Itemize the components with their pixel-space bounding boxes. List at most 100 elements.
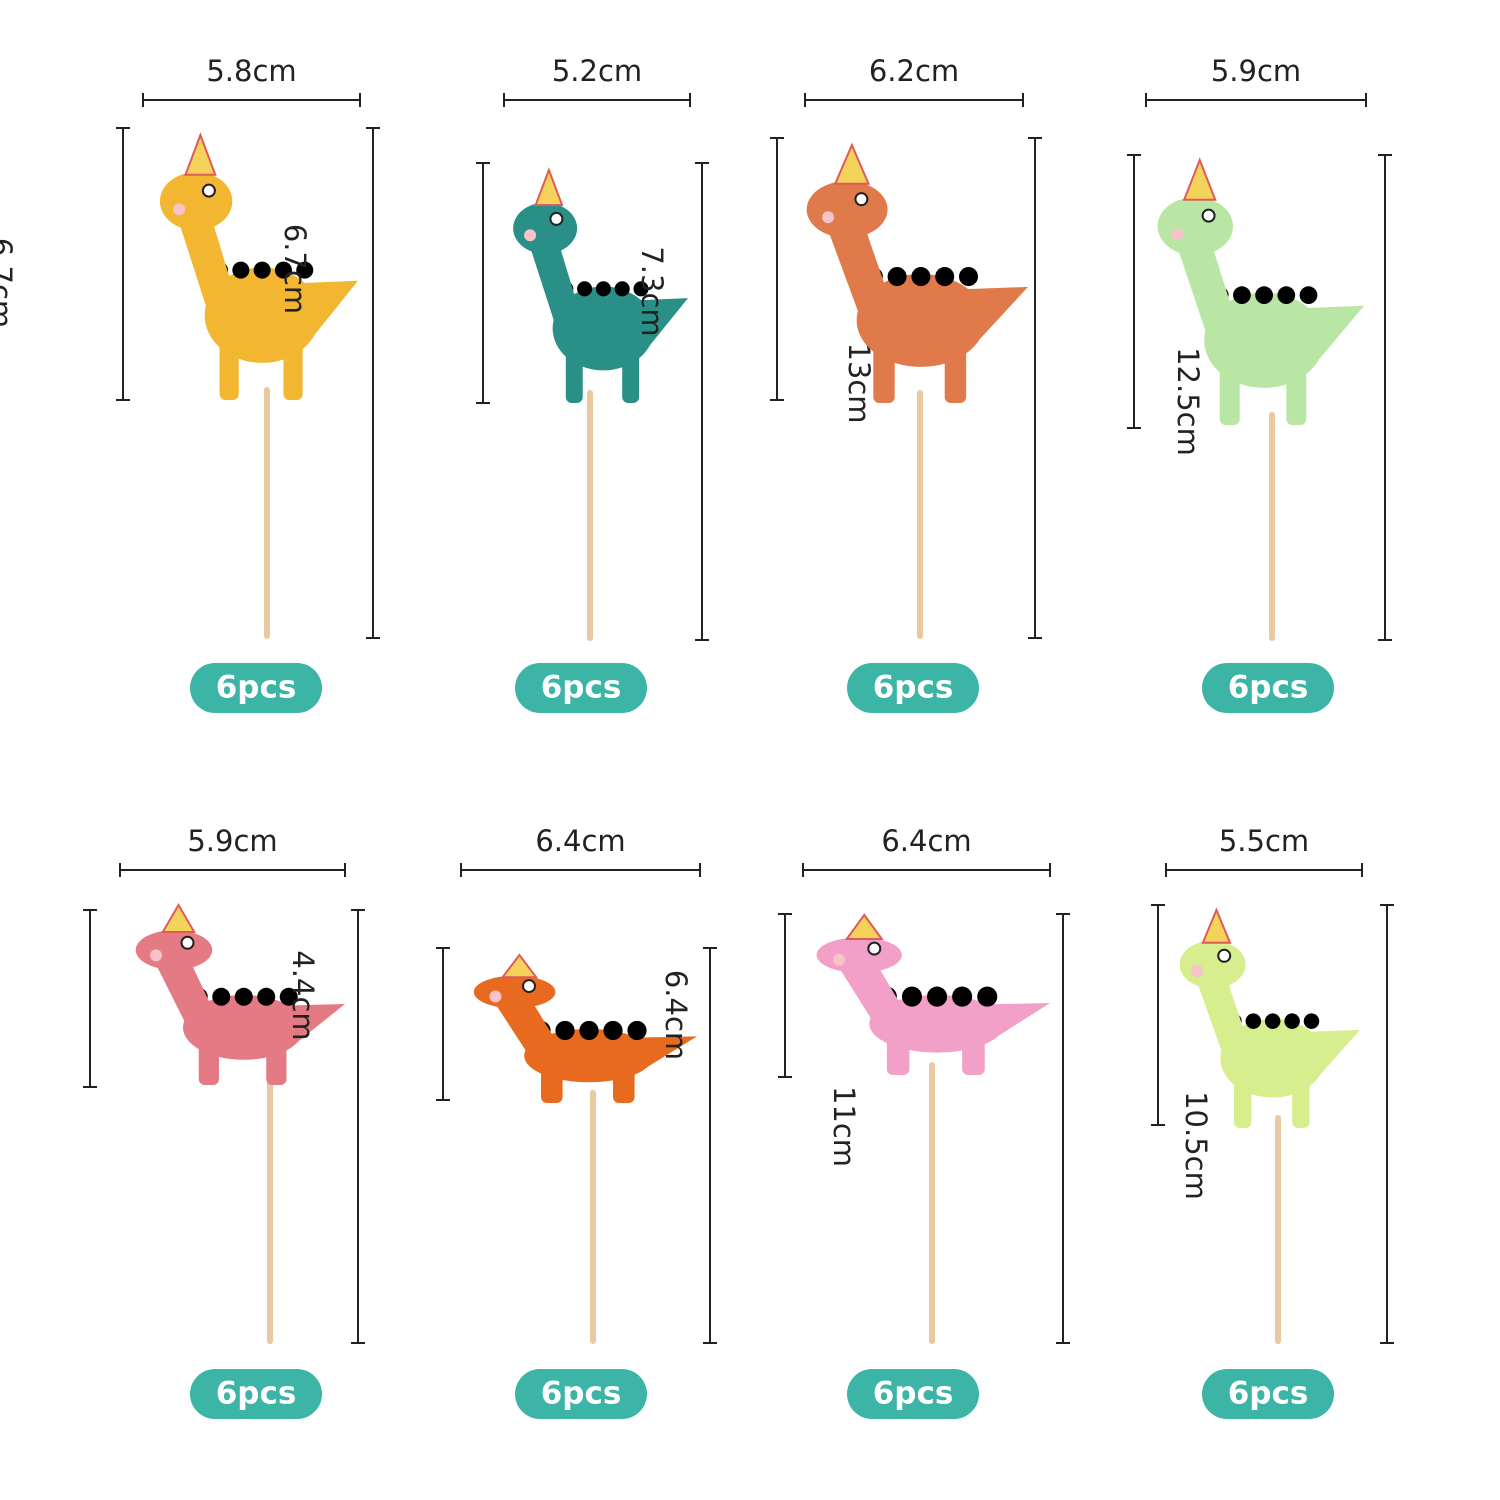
dino-spike: [603, 1020, 623, 1041]
dinosaur-topper: [1157, 157, 1364, 641]
dinosaur-topper: [473, 953, 697, 1344]
dino-eye: [1201, 208, 1216, 223]
dino-spike: [253, 261, 271, 279]
head-height-label: 4.4cm: [286, 950, 320, 1040]
width-label: 5.5cm: [1219, 824, 1309, 858]
count-badge: [190, 1369, 322, 1419]
count-label: 6pcs: [541, 1376, 622, 1412]
dino-eye: [854, 192, 869, 207]
count-badge: [847, 1369, 979, 1419]
head-height-label: 6.7cm: [0, 238, 18, 328]
dino-leg: [1292, 1069, 1310, 1128]
count-label: 6pcs: [216, 1376, 297, 1412]
dino-spike: [935, 267, 955, 287]
dinosaur-topper: [816, 913, 1050, 1344]
width-label: 5.8cm: [206, 54, 296, 88]
count-badge: [515, 1369, 647, 1419]
count-badge: [847, 663, 979, 713]
dino-neck: [526, 235, 585, 329]
count-label: 6pcs: [1228, 1376, 1309, 1412]
dino-neck: [490, 996, 565, 1056]
dinosaur-topper: [806, 142, 1028, 639]
dino-eye: [201, 183, 216, 198]
width-label: 5.9cm: [1211, 54, 1301, 88]
dino-head: [816, 937, 902, 973]
dino-spike: [577, 281, 593, 297]
dino-leg: [1286, 353, 1307, 425]
party-hat: [161, 903, 196, 933]
dino-head: [473, 975, 556, 1009]
dino-cheek: [1191, 965, 1204, 978]
party-hat: [534, 167, 564, 206]
head-height-label: 6.4cm: [659, 970, 693, 1060]
dino-spike: [234, 987, 253, 1006]
dino-head: [513, 202, 578, 254]
dinosaur-topper: [159, 132, 358, 639]
dino-spike: [1284, 1013, 1300, 1029]
dino-spike: [927, 986, 948, 1007]
dino-spike: [614, 281, 630, 297]
dino-spike: [633, 281, 649, 297]
dino-leg: [962, 1031, 985, 1075]
dino-spike: [555, 1020, 575, 1041]
party-hat: [1182, 157, 1217, 201]
dino-head: [135, 930, 213, 970]
dino-cheek: [489, 990, 502, 1003]
total-height-label: 11cm: [827, 1086, 861, 1167]
dino-spike: [1299, 286, 1318, 305]
dino-spike: [212, 987, 231, 1006]
count-label: 6pcs: [873, 1376, 954, 1412]
count-badge: [1202, 663, 1334, 713]
count-label: 6pcs: [541, 670, 622, 706]
total-height-label: 10.5cm: [1179, 1091, 1213, 1200]
dino-spike: [257, 987, 276, 1006]
dino-spike: [595, 281, 611, 297]
dino-cheek: [524, 229, 537, 242]
count-label: 6pcs: [216, 670, 297, 706]
dino-leg: [198, 1036, 219, 1085]
dino-spike: [1303, 1013, 1320, 1029]
dino-spike: [232, 261, 250, 279]
dino-spike: [887, 267, 907, 287]
dino-leg: [565, 340, 583, 403]
dino-head: [1179, 940, 1246, 989]
count-badge: [1202, 1369, 1334, 1419]
party-hat: [833, 142, 871, 185]
width-label: 6.4cm: [881, 824, 971, 858]
dino-neck: [823, 217, 898, 321]
head-height-label: 7.3cm: [635, 246, 669, 336]
count-badge: [190, 663, 322, 713]
dino-leg: [541, 1063, 563, 1103]
dino-spike: [958, 267, 979, 287]
dino-neck: [834, 959, 912, 1024]
dino-neck: [1193, 971, 1254, 1059]
party-hat: [184, 132, 217, 176]
dino-spike: [279, 987, 298, 1006]
dinosaur-topper: [513, 167, 688, 641]
count-label: 6pcs: [1228, 670, 1309, 706]
dino-leg: [886, 1031, 910, 1075]
dino-spike: [274, 261, 292, 279]
width-label: 6.2cm: [869, 54, 959, 88]
dino-eye: [1217, 948, 1232, 963]
dino-cheek: [833, 953, 846, 966]
dino-leg: [266, 1036, 287, 1085]
dino-spike: [901, 986, 922, 1007]
dino-leg: [622, 340, 640, 403]
dino-head: [806, 181, 888, 238]
total-height-label: 12.5cm: [1171, 347, 1205, 456]
width-label: 5.2cm: [552, 54, 642, 88]
dino-leg: [219, 328, 239, 400]
dino-leg: [283, 328, 303, 400]
dino-leg: [944, 333, 967, 403]
dino-cheek: [1171, 228, 1184, 241]
total-height-label: 13cm: [842, 342, 876, 423]
dino-leg: [1219, 353, 1240, 425]
dino-spike: [911, 267, 931, 287]
dino-leg: [613, 1063, 635, 1103]
dinosaur-topper: [135, 903, 345, 1344]
width-label: 5.9cm: [187, 824, 277, 858]
dino-eye: [180, 935, 195, 950]
